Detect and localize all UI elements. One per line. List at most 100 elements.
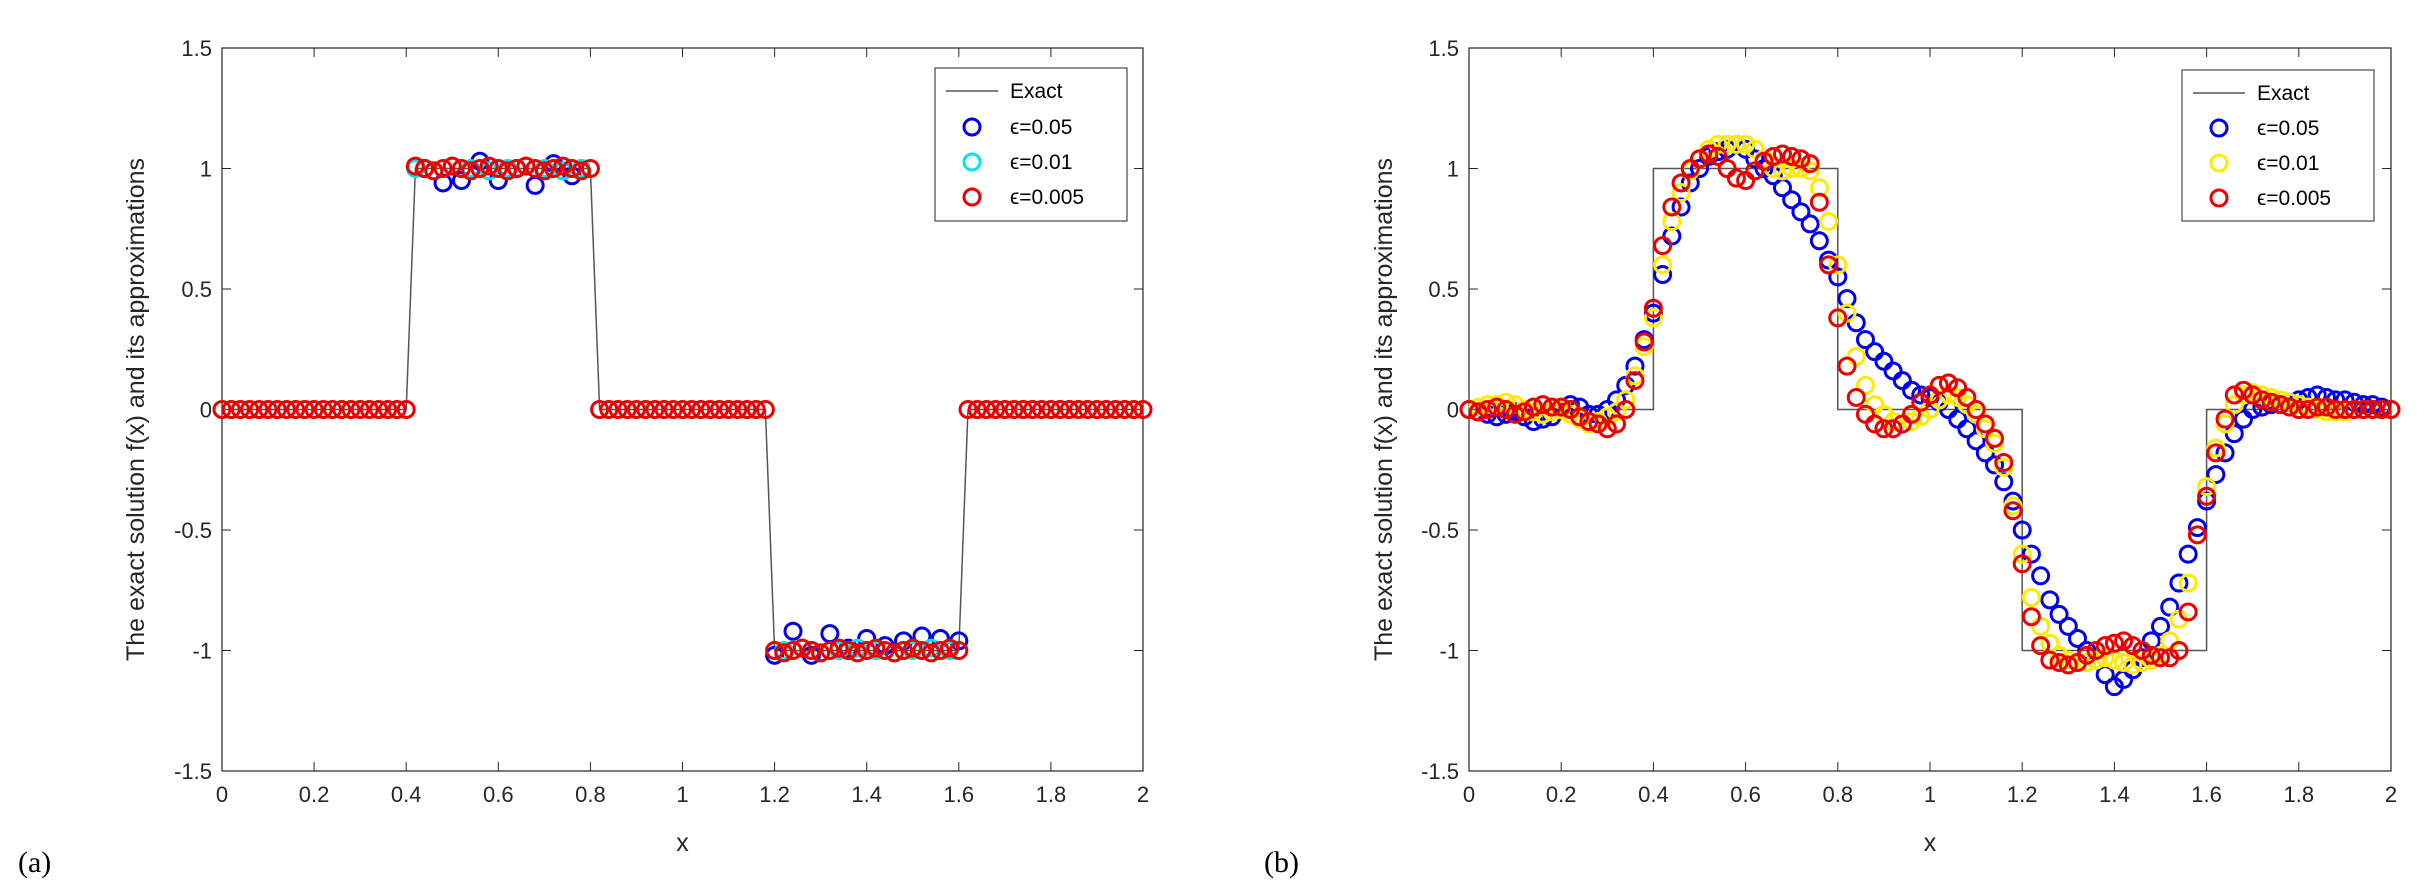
panel-a-legend-box <box>934 67 1128 222</box>
panel-a-series-2-point <box>1133 400 1153 419</box>
panel-b-series-2-point <box>1782 146 1802 166</box>
panel-a-series-2-point <box>912 641 932 660</box>
panel-a-x-axis-label: x <box>676 829 689 857</box>
panel-b-series-1-point <box>1791 159 1811 178</box>
panel-a-series-2-point <box>829 638 849 658</box>
panel-b-y-tick-label: 1 <box>1447 157 1459 182</box>
panel-b-series-2-point <box>2086 641 2106 660</box>
panel-b-x-tick-label: 1.4 <box>2099 782 2130 807</box>
panel-a-legend-swatch-eps-0.05 <box>962 117 982 137</box>
panel-b-y-tick-label: 0.5 <box>1428 277 1459 302</box>
panel-b-x-tick-label: 0.6 <box>1730 782 1761 807</box>
panel-b-series-1-point <box>1726 134 1746 154</box>
panel-b-series-2-point <box>2353 400 2373 419</box>
panel-a-series-2-point <box>451 159 471 178</box>
panel-a-series-2-point <box>894 641 914 660</box>
panel-b-series-2-point <box>1846 387 1866 407</box>
panel-a-series-2 <box>212 156 1153 663</box>
panel-a-y-axis-label: The exact solution f(x) and its approxim… <box>122 158 150 661</box>
panel-b-series-2-point <box>2197 486 2217 506</box>
panel-a-series-2-point <box>608 400 628 419</box>
panel-b-y-tick-label: -0.5 <box>1421 518 1459 543</box>
panel-a-x-tick-label: 0.8 <box>575 782 606 807</box>
panel-a-series-2-point <box>415 159 435 178</box>
panel-a-series-2-point <box>1115 400 1135 419</box>
panel-a-series-2-point <box>313 400 333 419</box>
panel-a-y-tick-label: -1.5 <box>174 759 212 784</box>
panel-a-legend-swatch-eps-0.01 <box>962 152 982 172</box>
panel-a-series-2-point <box>921 643 941 663</box>
panel-b-series-1-point <box>1809 178 1829 198</box>
panel-b-series-2-point <box>1791 149 1811 169</box>
panel-a-legend-label-eps-0.01: ϵ=0.01 <box>1010 151 1072 174</box>
panel-b-series-0-point <box>1994 472 2014 492</box>
panel-b-series-0-point <box>2068 628 2088 648</box>
panel-b-series-2-point <box>1772 144 1792 164</box>
panel-a-series-2-point <box>479 156 499 176</box>
panel-b-series-2-point <box>1874 419 1894 439</box>
panel-a-x-tick-label: 1.8 <box>1036 782 1067 807</box>
panel-b-x-tick-label: 1.6 <box>2191 782 2222 807</box>
panel-a-series-2-point <box>903 638 923 658</box>
panel-b-y-tick-label: -1.5 <box>1421 759 1459 784</box>
panel-b-series-1-point <box>2178 573 2198 593</box>
panel-b-series-2-point <box>1690 149 1709 169</box>
panel-b-series-0-point <box>2215 443 2235 463</box>
panel-b-series-0-point <box>1653 265 1673 285</box>
panel-b-series-1-point <box>2123 655 2143 675</box>
panel-b-series-2-point <box>1883 419 1903 439</box>
panel-b-series-2-point <box>1579 412 1599 432</box>
panel-b-series-2-point <box>1514 402 1534 422</box>
panel-b-series-1-point <box>2021 587 2041 607</box>
panel-b-series-2-point <box>1662 197 1682 217</box>
panel-a-series-2-point <box>258 400 278 419</box>
panel-b-series-2-point <box>1524 397 1544 417</box>
panel-a-series-2-point <box>433 159 453 178</box>
panel-b-series-0-point <box>1902 380 1922 400</box>
panel-b-series-0-point <box>2012 520 2032 540</box>
panel-a-series-2-point <box>654 400 674 419</box>
panel-b-series-2-point <box>2233 380 2253 400</box>
panel-a-series-2-point <box>507 159 527 178</box>
panel-b-series-0-point <box>1782 190 1802 210</box>
panel-b-legend-swatch-eps-0.05 <box>2209 118 2229 138</box>
panel-a-series-2-point <box>396 400 416 419</box>
panel-b-series-2-point <box>2243 385 2263 405</box>
panel-a-series-2-point <box>1078 400 1098 419</box>
panel-a-series-2-point <box>267 400 287 419</box>
panel-a-series-2-point <box>995 400 1015 419</box>
panel-a-series-2-point <box>663 400 683 419</box>
panel-a-series-2-point <box>304 400 324 419</box>
panel-a-legend-swatch-eps-0.005 <box>962 187 982 207</box>
panel-a-series-2-point <box>783 641 803 660</box>
panel-a-series-2-point <box>1050 400 1070 419</box>
panel-a-series-2-point <box>571 161 591 181</box>
panel-b-series-1-point <box>1819 212 1839 232</box>
panel-a-series-2-point <box>341 400 361 419</box>
panel-a-series-2-point <box>719 400 739 419</box>
panel-b-series-2-point <box>2298 400 2318 419</box>
panel-b-series-2-point <box>2307 397 2327 417</box>
panel-a-series-2-point <box>811 643 831 663</box>
panel-b-series-2-point <box>1809 192 1829 212</box>
panel-b-series-1-point <box>1837 303 1857 323</box>
panel-a-series-2-point <box>709 400 729 419</box>
panel-b-series-2-point <box>2372 400 2392 419</box>
panel-b-series-0-point <box>1671 197 1691 217</box>
panel-a-series-2-point <box>498 161 518 181</box>
panel-b-series-2-point <box>1938 373 1958 393</box>
panel-a-series-2-point <box>249 400 269 419</box>
panel-b-x-axis-label: x <box>1924 829 1937 857</box>
panel-a-x-tick-label: 1.6 <box>944 782 975 807</box>
panel-b-series-2-point <box>2326 400 2346 419</box>
panel-b-legend-box <box>2181 69 2375 222</box>
panel-b-x-tick-label: 1.8 <box>2284 782 2315 807</box>
panel-a-series-2-point <box>986 400 1006 419</box>
panel-b-series-2-point <box>1459 400 1479 419</box>
panel-b-series-2-point <box>1699 144 1719 164</box>
panel-a-series-2-point <box>820 641 840 660</box>
panel-a-series-2-point <box>682 400 702 419</box>
panel-b-series-2-point <box>1542 397 1562 417</box>
panel-b-series-2-point <box>2224 385 2244 405</box>
panel-b-series-2 <box>1459 144 2401 675</box>
